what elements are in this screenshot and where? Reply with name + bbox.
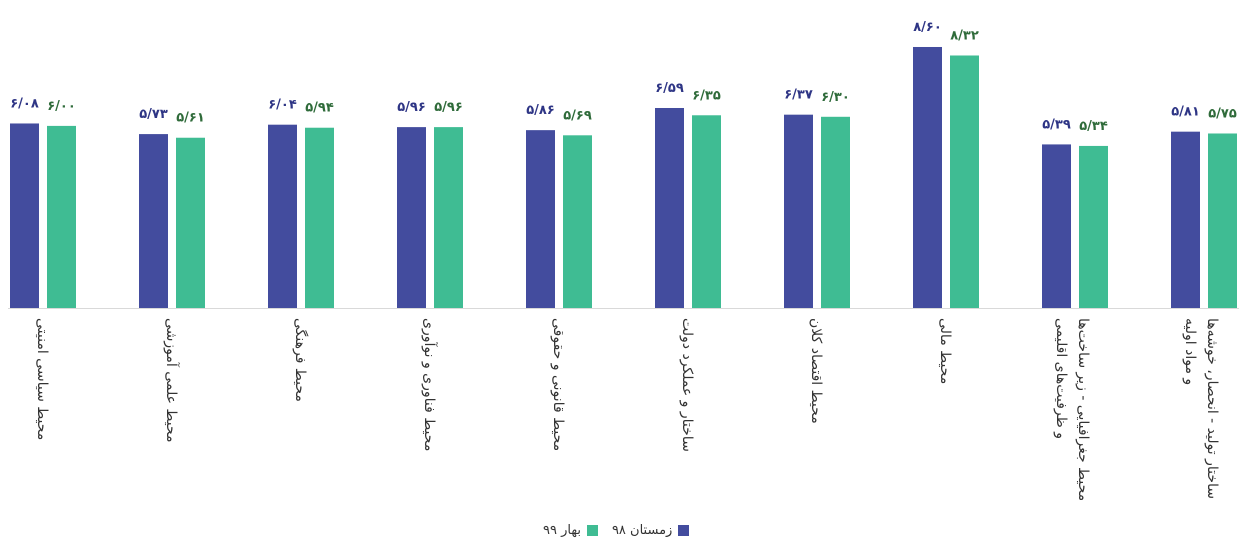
data-label-series-1-cat-5: ۵/۸۶: [526, 103, 555, 118]
data-label-series-2-cat-4: ۵/۹۶: [434, 100, 463, 115]
data-label-series-2-cat-1: ۶/۰۰: [47, 99, 76, 114]
data-label-series-2-cat-2: ۵/۶۱: [176, 111, 205, 126]
bar-series-1-cat-1: [10, 123, 39, 308]
category-label-7-line-1: محیط اقتصاد کلان: [808, 318, 824, 424]
category-label-9-line-2: و ظرفیت‌های اقلیمی: [1053, 318, 1069, 439]
data-label-series-1-cat-1: ۶/۰۸: [10, 96, 39, 111]
category-label-4: محیط فناوری و نوآوری: [421, 318, 438, 451]
category-label-2-line-1: محیط علمی آموزشی: [163, 318, 180, 442]
legend-item-series-2: بهار ۹۹: [543, 523, 598, 538]
bar-series-2-cat-1: [47, 125, 76, 309]
category-label-3-line-1: محیط فرهنگی: [292, 318, 309, 402]
data-label-series-2-cat-9: ۵/۳۴: [1079, 119, 1108, 134]
bar-series-1-cat-3: [268, 124, 297, 308]
legend-swatch-series-1: [678, 525, 690, 536]
category-label-2: محیط علمی آموزشی: [163, 318, 180, 442]
category-label-1: محیط سیاسی امنیتی: [34, 318, 50, 440]
data-label-series-1-cat-9: ۵/۳۹: [1042, 117, 1071, 132]
data-label-series-2-cat-6: ۶/۳۵: [692, 88, 721, 103]
bar-series-1-cat-2: [139, 134, 168, 308]
legend-label-series-1: زمستان ۹۸: [611, 523, 673, 538]
category-label-8-line-1: محیط مالی: [937, 318, 953, 384]
bar-series-2-cat-8: [950, 55, 979, 308]
data-label-series-1-cat-6: ۶/۵۹: [655, 81, 684, 96]
category-label-5-line-1: محیط قانونی و حقوقی: [550, 318, 566, 451]
bar-series-1-cat-8: [913, 46, 942, 309]
category-label-5: محیط قانونی و حقوقی: [550, 318, 566, 451]
category-label-10-line-2: و مواد اولیه: [1182, 318, 1198, 385]
legend: زمستان ۹۸ بهار ۹۹: [543, 523, 690, 538]
legend-label-series-2: بهار ۹۹: [543, 523, 581, 538]
bar-series-1-cat-6: [655, 107, 684, 308]
data-label-series-2-cat-5: ۵/۶۹: [563, 108, 592, 123]
category-label-7: محیط اقتصاد کلان: [808, 318, 824, 424]
category-label-8: محیط مالی: [937, 318, 953, 384]
category-label-3: محیط فرهنگی: [292, 318, 309, 402]
data-label-series-2-cat-7: ۶/۳۰: [821, 90, 850, 105]
category-label-6-line-1: ساختار و عملکرد دولت: [679, 318, 695, 452]
bar-series-2-cat-10: [1208, 133, 1237, 308]
bar-series-2-cat-9: [1079, 145, 1108, 308]
category-label-9-line-1: محیط جغرافیایی - زیر ساخت‌ها: [1075, 318, 1091, 501]
data-label-series-1-cat-8: ۸/۶۰: [913, 20, 942, 35]
category-label-6: ساختار و عملکرد دولت: [679, 318, 695, 452]
bar-series-2-cat-6: [692, 115, 721, 308]
category-label-9: محیط جغرافیایی - زیر ساخت‌ها و ظرفیت‌های …: [1053, 318, 1091, 501]
bar-series-2-cat-3: [305, 127, 334, 308]
bar-series-2-cat-7: [821, 116, 850, 308]
legend-item-series-1: زمستان ۹۸: [611, 523, 690, 538]
legend-swatch-series-2: [586, 525, 598, 536]
bar-series-2-cat-2: [176, 137, 205, 308]
data-label-series-1-cat-2: ۵/۷۳: [139, 107, 168, 122]
data-label-series-1-cat-10: ۵/۸۱: [1171, 105, 1200, 120]
bar-series-1-cat-10: [1171, 131, 1200, 308]
data-label-series-2-cat-3: ۵/۹۴: [305, 101, 334, 116]
category-label-10-line-1: ساختار تولید - انحصار، خوشه‌ها: [1204, 318, 1220, 499]
bar-series-2-cat-4: [434, 127, 463, 308]
category-label-4-line-1: محیط فناوری و نوآوری: [421, 318, 438, 451]
bar-series-1-cat-9: [1042, 144, 1071, 308]
bar-series-1-cat-7: [784, 114, 813, 308]
data-label-series-2-cat-8: ۸/۳۲: [950, 28, 979, 43]
data-label-series-1-cat-3: ۶/۰۴: [268, 98, 297, 113]
bar-series-2-cat-5: [563, 135, 592, 308]
category-label-1-line-1: محیط سیاسی امنیتی: [34, 318, 50, 440]
data-label-series-1-cat-7: ۶/۳۷: [784, 88, 813, 103]
data-label-series-1-cat-4: ۵/۹۶: [397, 100, 426, 115]
data-label-series-2-cat-10: ۵/۷۵: [1208, 106, 1237, 121]
bar-series-1-cat-5: [526, 130, 555, 308]
bar-series-1-cat-4: [397, 127, 426, 308]
category-label-10: ساختار تولید - انحصار، خوشه‌ها و مواد اول…: [1182, 318, 1220, 499]
